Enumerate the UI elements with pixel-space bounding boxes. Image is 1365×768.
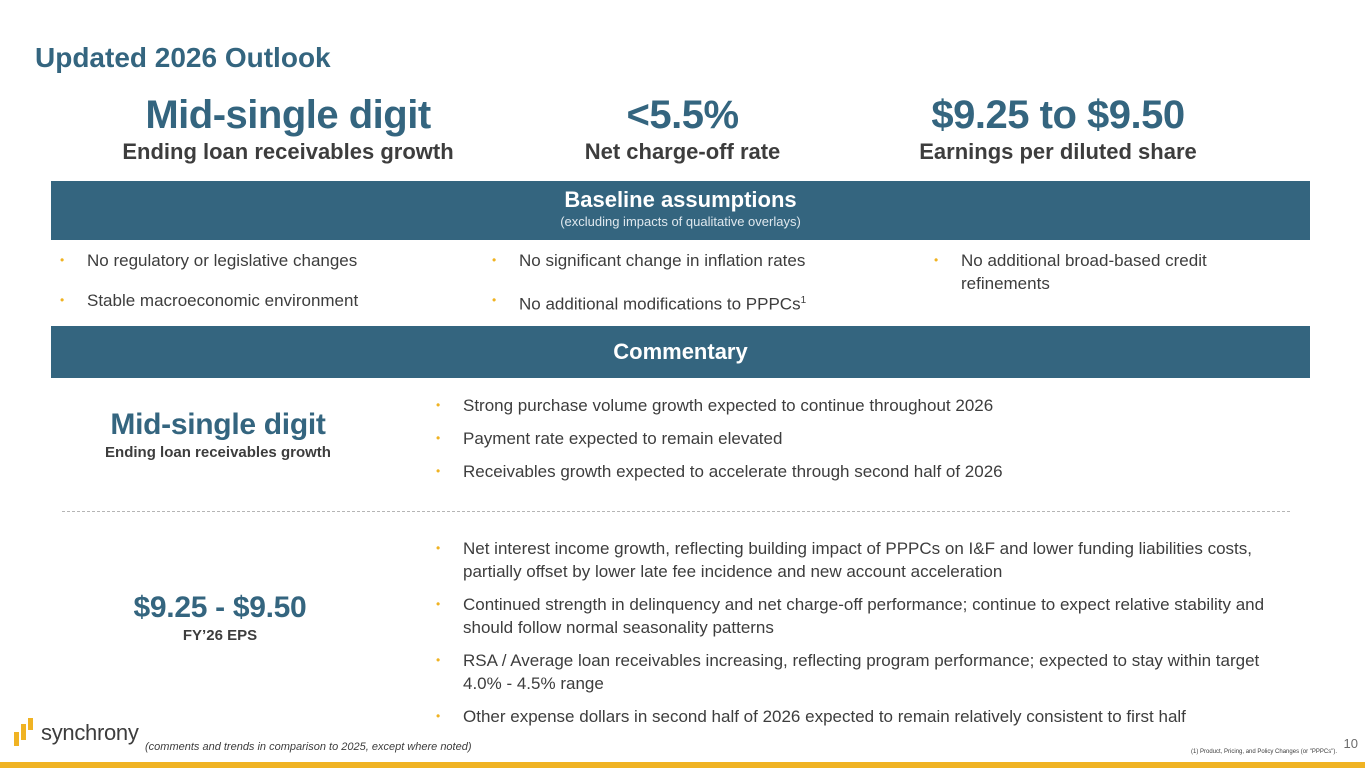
list-item: • Stable macroeconomic environment <box>60 291 359 310</box>
baseline-list-col3: • No additional broad-based credit refine… <box>930 249 1280 295</box>
footnote-marker: 1 <box>800 295 807 306</box>
baseline-list-col1: • No regulatory or legislative changes • S… <box>56 249 446 329</box>
commentary-title: Commentary <box>613 339 748 364</box>
baseline-list-col2: • No significant change in inflation rate… <box>488 249 888 333</box>
page-title: Updated 2026 Outlook <box>35 42 331 73</box>
list-item: • No significant change in inflation rate… <box>492 251 806 270</box>
metric-label: Ending loan receivables growth <box>122 139 454 164</box>
baseline-title: Baseline assumptions <box>564 187 797 212</box>
bullet-icon: • <box>436 709 441 723</box>
metric-label: Net charge-off rate <box>584 139 781 164</box>
commentary-label: FY’26 EPS <box>182 627 258 644</box>
list-item: • Net interest income growth, reflecting … <box>436 539 1252 581</box>
baseline-subtitle: (excluding impacts of qualitative overla… <box>560 214 801 229</box>
bullet-icon: • <box>436 464 441 478</box>
bullet-icon: • <box>436 597 441 611</box>
metric-value: Mid-single digit <box>145 93 431 137</box>
list-item: • No additional modifications to PPPCs1 <box>488 289 888 316</box>
commentary-header-bar: Commentary <box>51 326 1310 378</box>
commentary-value: $9.25 - $9.50 <box>133 591 307 624</box>
logo-text: synchrony <box>41 720 139 745</box>
bullet-icon: • <box>436 541 441 555</box>
commentary-eps-list: • Net interest income growth, reflecting … <box>432 537 1302 738</box>
list-item: • Strong purchase volume growth expected … <box>436 396 994 415</box>
metric-value: <5.5% <box>626 93 739 137</box>
commentary-label: Ending loan receivables growth <box>105 444 331 461</box>
list-item: • No additional broad-based credit refine… <box>934 251 1207 293</box>
bullet-icon: • <box>436 398 441 412</box>
metrics-row: Mid-single digit Ending loan receivables… <box>0 92 1365 174</box>
commentary-receivables-label: Mid-single digit Ending loan receivables… <box>88 407 348 463</box>
list-item: • Other expense dollars in second half of… <box>436 707 1186 726</box>
list-item: • Receivables growth expected to accelera… <box>436 462 1003 481</box>
metric-net-charge-off: <5.5% Net charge-off rate <box>540 92 825 166</box>
list-item: • Continued strength in delinquency and n… <box>436 595 1265 637</box>
bullet-icon: • <box>436 653 441 667</box>
metric-eps: $9.25 to $9.50 Earnings per diluted shar… <box>880 92 1236 166</box>
commentary-value: Mid-single digit <box>110 408 326 441</box>
metric-receivables-growth: Mid-single digit Ending loan receivables… <box>88 92 488 166</box>
bottom-accent-band <box>0 762 1365 768</box>
synchrony-logo: synchrony <box>14 718 139 746</box>
synchrony-logo-icon <box>14 718 33 746</box>
baseline-header-bar: Baseline assumptions (excluding impacts … <box>51 181 1310 240</box>
bullet-icon: • <box>436 431 441 445</box>
page-number: 10 <box>1343 736 1358 751</box>
metric-value: $9.25 to $9.50 <box>931 93 1185 137</box>
bullet-icon: • <box>60 293 65 307</box>
list-item: • RSA / Average loan receivables increasi… <box>436 651 1260 693</box>
commentary-eps-label: $9.25 - $9.50 FY’26 EPS <box>90 590 350 646</box>
bullet-icon: • <box>934 253 939 267</box>
metric-label: Earnings per diluted share <box>919 139 1197 164</box>
list-item: • Payment rate expected to remain elevate… <box>436 429 783 448</box>
bullet-icon: • <box>492 253 497 267</box>
bullet-icon: • <box>60 253 65 267</box>
commentary-receivables-list: • Strong purchase volume growth expected … <box>432 394 1302 493</box>
list-item: • No regulatory or legislative changes <box>60 251 358 270</box>
comparison-footnote: (comments and trends in comparison to 20… <box>145 741 472 753</box>
section-divider <box>62 511 1290 512</box>
bullet-icon: • <box>492 293 497 307</box>
pppc-footnote: (1) Product, Pricing, and Policy Changes… <box>1191 749 1337 755</box>
